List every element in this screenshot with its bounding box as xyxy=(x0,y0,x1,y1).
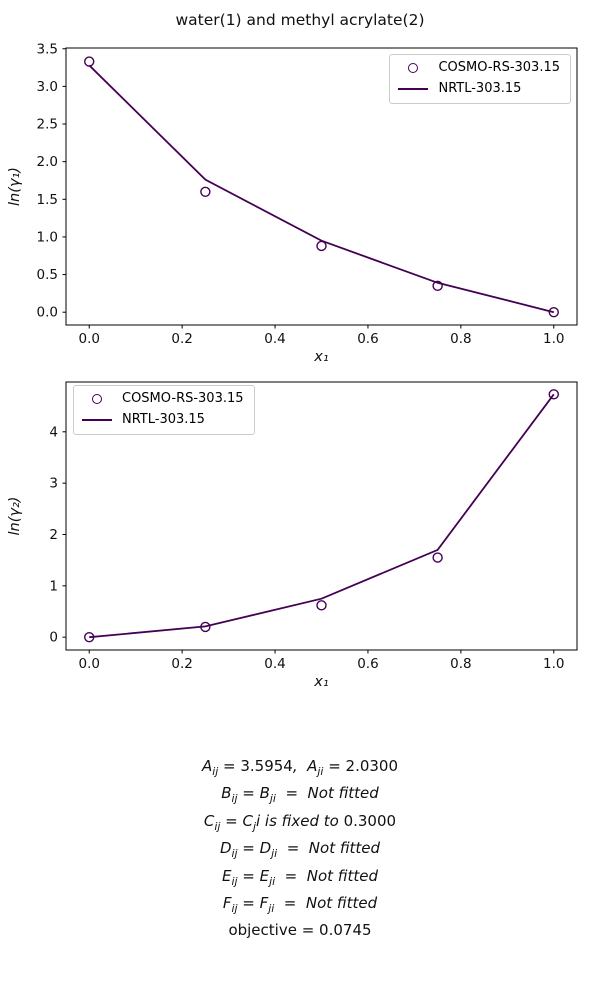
gamma1-legend: COSMO-RS-303.15 NRTL-303.15 xyxy=(389,54,571,104)
svg-text:0.0: 0.0 xyxy=(37,305,58,321)
svg-text:x₁: x₁ xyxy=(313,349,329,365)
svg-text:0: 0 xyxy=(49,630,58,646)
svg-text:0.4: 0.4 xyxy=(264,656,285,672)
legend-item-cosmo: COSMO-RS-303.15 xyxy=(398,60,560,76)
svg-text:3: 3 xyxy=(49,476,58,492)
svg-text:0.6: 0.6 xyxy=(357,331,378,347)
gamma1-plot-canvas: 0.0 0.2 0.4 0.6 0.8 1.0 0.0 0.5 1.0 1.5 2.0 2.5 3.0 3… xyxy=(7,41,578,365)
line-swatch-icon xyxy=(82,419,112,422)
svg-text:0.0: 0.0 xyxy=(78,656,99,672)
svg-text:ln(γ₁): ln(γ₁) xyxy=(7,167,23,206)
svg-text:2.5: 2.5 xyxy=(37,117,58,133)
svg-text:1.0: 1.0 xyxy=(37,229,58,245)
legend-label-cosmo: COSMO-RS-303.15 xyxy=(438,60,560,75)
scatter-marker-icon xyxy=(92,394,102,405)
gamma2-plot-canvas: 0.0 0.2 0.4 0.6 0.8 1.0 0 1 2 3 4 x₁ ln(γ₂) xyxy=(7,381,578,690)
svg-text:4: 4 xyxy=(49,424,58,440)
svg-text:1: 1 xyxy=(49,578,58,594)
nrtl-parameters-block: Aij = 3.5954, Aji = 2.0300 Bij = Bji = No… xyxy=(0,705,600,945)
param-line: Dij = Dji = Not fitted xyxy=(219,839,381,861)
svg-text:2.0: 2.0 xyxy=(37,154,58,170)
svg-text:3.0: 3.0 xyxy=(37,79,58,95)
svg-text:0.6: 0.6 xyxy=(357,656,378,672)
svg-text:0.4: 0.4 xyxy=(264,331,285,347)
svg-text:2: 2 xyxy=(49,527,58,543)
gamma2-chart: 0.0 0.2 0.4 0.6 0.8 1.0 0 1 2 3 4 x₁ ln(γ₂) COSMO-RS… xyxy=(0,370,600,705)
param-line: Fij = Fji = Not fitted xyxy=(222,894,378,916)
param-line: Eij = Eji = Not fitted xyxy=(222,866,378,888)
svg-text:0.2: 0.2 xyxy=(171,331,192,347)
svg-text:1.5: 1.5 xyxy=(37,192,58,208)
line-swatch-icon xyxy=(398,88,429,91)
param-line: Aij = 3.5954, Aji = 2.0300 xyxy=(201,757,399,778)
svg-text:0.8: 0.8 xyxy=(450,331,471,347)
svg-text:x₁: x₁ xyxy=(313,674,329,690)
svg-text:1.0: 1.0 xyxy=(543,331,564,347)
gamma2-legend: COSMO-RS-303.15 NRTL-303.15 xyxy=(73,385,255,435)
svg-text:0.8: 0.8 xyxy=(450,656,471,672)
legend-item-cosmo: COSMO-RS-303.15 xyxy=(82,391,244,407)
legend-label-cosmo: COSMO-RS-303.15 xyxy=(122,391,244,406)
svg-text:ln(γ₂): ln(γ₂) xyxy=(7,497,23,536)
legend-item-nrtl: NRTL-303.15 xyxy=(398,80,560,97)
svg-text:1.0: 1.0 xyxy=(543,656,564,672)
legend-label-nrtl: NRTL-303.15 xyxy=(438,80,522,96)
figure-title: water(1) and methyl acrylate(2) xyxy=(175,11,425,29)
param-line: Cij = Cji is fixed to 0.3000 xyxy=(203,811,397,833)
param-line: objective = 0.0745 xyxy=(228,921,372,940)
svg-text:0.0: 0.0 xyxy=(78,331,99,347)
svg-text:3.5: 3.5 xyxy=(37,41,58,57)
legend-item-nrtl: NRTL-303.15 xyxy=(82,411,244,428)
scatter-marker-icon xyxy=(408,63,419,74)
gamma1-chart: 0.0 0.2 0.4 0.6 0.8 1.0 0.0 0.5 1.0 1.5 2.0 2.5 3.0 3… xyxy=(0,0,600,370)
svg-text:0.2: 0.2 xyxy=(171,656,192,672)
svg-text:0.5: 0.5 xyxy=(37,267,58,283)
param-line: Bij = Bji = Not fitted xyxy=(221,784,379,806)
legend-label-nrtl: NRTL-303.15 xyxy=(122,411,205,427)
